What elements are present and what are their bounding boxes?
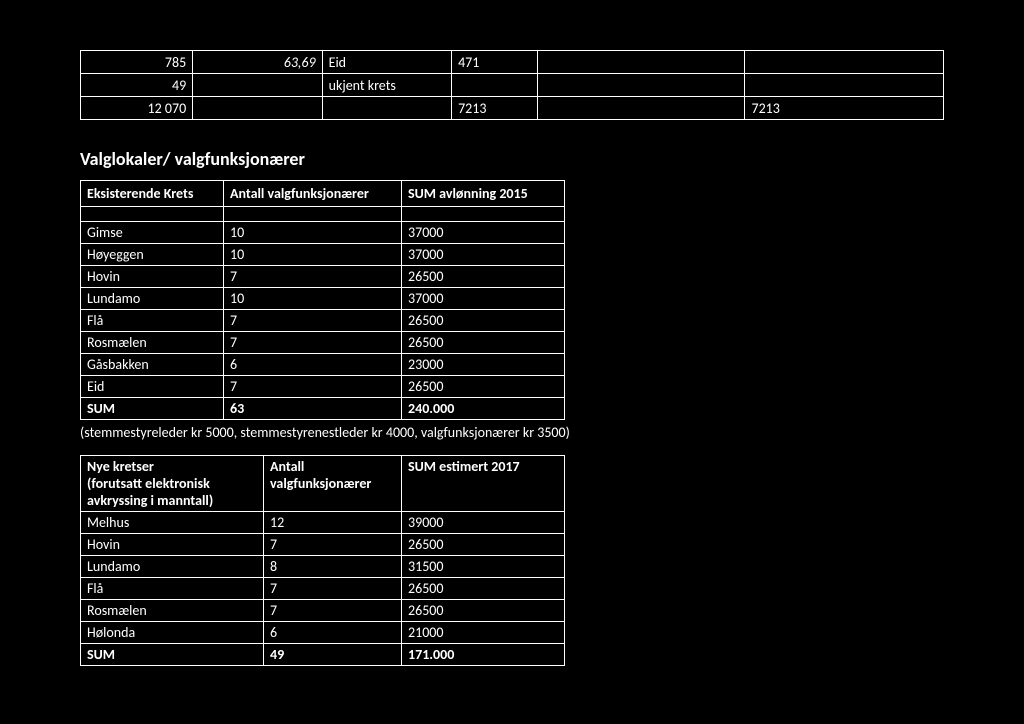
- table-row: Flå726500: [81, 578, 565, 600]
- cell: 12 070: [81, 97, 193, 120]
- col-header-nye: Nye kretser (forutsatt elektronisk avkry…: [81, 456, 264, 512]
- table-row: Gåsbakken623000: [81, 354, 565, 376]
- cell: 240.000: [402, 398, 565, 420]
- cell: [538, 51, 745, 74]
- col-header-antall: Antall valgfunksjonærer: [224, 181, 402, 207]
- col-header-antall-new: Antall valgfunksjonærer: [264, 456, 402, 512]
- cell: Flå: [81, 578, 264, 600]
- cell: 6: [264, 622, 402, 644]
- cell: Gimse: [81, 222, 224, 244]
- cell: 7: [264, 600, 402, 622]
- cell: Hovin: [81, 534, 264, 556]
- cell: 21000: [402, 622, 565, 644]
- table-row: Rosmælen726500: [81, 600, 565, 622]
- cell: 171.000: [402, 644, 565, 666]
- cell: [538, 97, 745, 120]
- cell: 37000: [402, 244, 565, 266]
- col-header-eksisterende: Eksisterende Krets: [81, 181, 224, 207]
- cell: [745, 51, 944, 74]
- cell: 7213: [452, 97, 538, 120]
- cell: 49: [81, 74, 193, 97]
- cell: 7: [264, 534, 402, 556]
- cell: 26500: [402, 310, 565, 332]
- cell: Gåsbakken: [81, 354, 224, 376]
- cell: Lundamo: [81, 288, 224, 310]
- cell: Lundamo: [81, 556, 264, 578]
- table-row: Lundamo1037000: [81, 288, 565, 310]
- cell: 37000: [402, 288, 565, 310]
- cell: 10: [224, 288, 402, 310]
- upper-summary-table: 78563,69Eid47149ukjent krets12 070721372…: [80, 50, 944, 120]
- existing-krets-table: Eksisterende Krets Antall valgfunksjonær…: [80, 180, 565, 420]
- table-row: 78563,69Eid471: [81, 51, 944, 74]
- cell: Eid: [322, 51, 451, 74]
- cell: 785: [81, 51, 193, 74]
- table-row: Gimse1037000: [81, 222, 565, 244]
- cell: SUM: [81, 644, 264, 666]
- cell: Rosmælen: [81, 332, 224, 354]
- cell: SUM: [81, 398, 224, 420]
- cell: 7: [224, 310, 402, 332]
- cell: 7213: [745, 97, 944, 120]
- cell: 10: [224, 244, 402, 266]
- cell: 26500: [402, 534, 565, 556]
- cell: [452, 74, 538, 97]
- section-title: Valglokaler/ valgfunksjonærer: [80, 148, 944, 170]
- cell: 10: [224, 222, 402, 244]
- cell: 63: [224, 398, 402, 420]
- table-row: Hovin726500: [81, 534, 565, 556]
- pricing-note: (stemmestyreleder kr 5000, stemmestyrene…: [80, 424, 944, 441]
- table-row: Lundamo831500: [81, 556, 565, 578]
- cell: 6: [224, 354, 402, 376]
- cell: Hovin: [81, 266, 224, 288]
- cell: ukjent krets: [322, 74, 451, 97]
- cell: 39000: [402, 512, 565, 534]
- cell: 31500: [402, 556, 565, 578]
- cell: 26500: [402, 600, 565, 622]
- cell: [538, 74, 745, 97]
- cell: 7: [224, 266, 402, 288]
- cell: [193, 74, 322, 97]
- cell: 26500: [402, 266, 565, 288]
- table-row: Hølonda621000: [81, 622, 565, 644]
- cell: 26500: [402, 578, 565, 600]
- sum-row: SUM63240.000: [81, 398, 565, 420]
- cell: Høyeggen: [81, 244, 224, 266]
- cell: Rosmælen: [81, 600, 264, 622]
- table-row: Høyeggen1037000: [81, 244, 565, 266]
- cell: Melhus: [81, 512, 264, 534]
- cell: 7: [224, 376, 402, 398]
- col-header-sum2017: SUM estimert 2017: [402, 456, 565, 512]
- cell: 26500: [402, 332, 565, 354]
- table-row: 49 ukjent krets: [81, 74, 944, 97]
- cell: 7: [264, 578, 402, 600]
- cell: [745, 74, 944, 97]
- table-row: 12 070 7213 7213: [81, 97, 944, 120]
- cell: 471: [452, 51, 538, 74]
- table-row: Flå726500: [81, 310, 565, 332]
- table-row: Eid726500: [81, 376, 565, 398]
- table-row: Rosmælen726500: [81, 332, 565, 354]
- cell: [193, 97, 322, 120]
- cell: 37000: [402, 222, 565, 244]
- cell: [322, 97, 451, 120]
- sum-row: SUM49171.000: [81, 644, 565, 666]
- table-row: Hovin726500: [81, 266, 565, 288]
- table-row: Melhus1239000: [81, 512, 565, 534]
- cell: 23000: [402, 354, 565, 376]
- cell: 7: [224, 332, 402, 354]
- cell: Flå: [81, 310, 224, 332]
- cell: 8: [264, 556, 402, 578]
- col-header-sum: SUM avlønning 2015: [402, 181, 565, 207]
- cell: 26500: [402, 376, 565, 398]
- cell: Eid: [81, 376, 224, 398]
- cell: Hølonda: [81, 622, 264, 644]
- cell: 63,69: [193, 51, 322, 74]
- new-kretser-table: Nye kretser (forutsatt elektronisk avkry…: [80, 455, 565, 666]
- cell: 49: [264, 644, 402, 666]
- cell: 12: [264, 512, 402, 534]
